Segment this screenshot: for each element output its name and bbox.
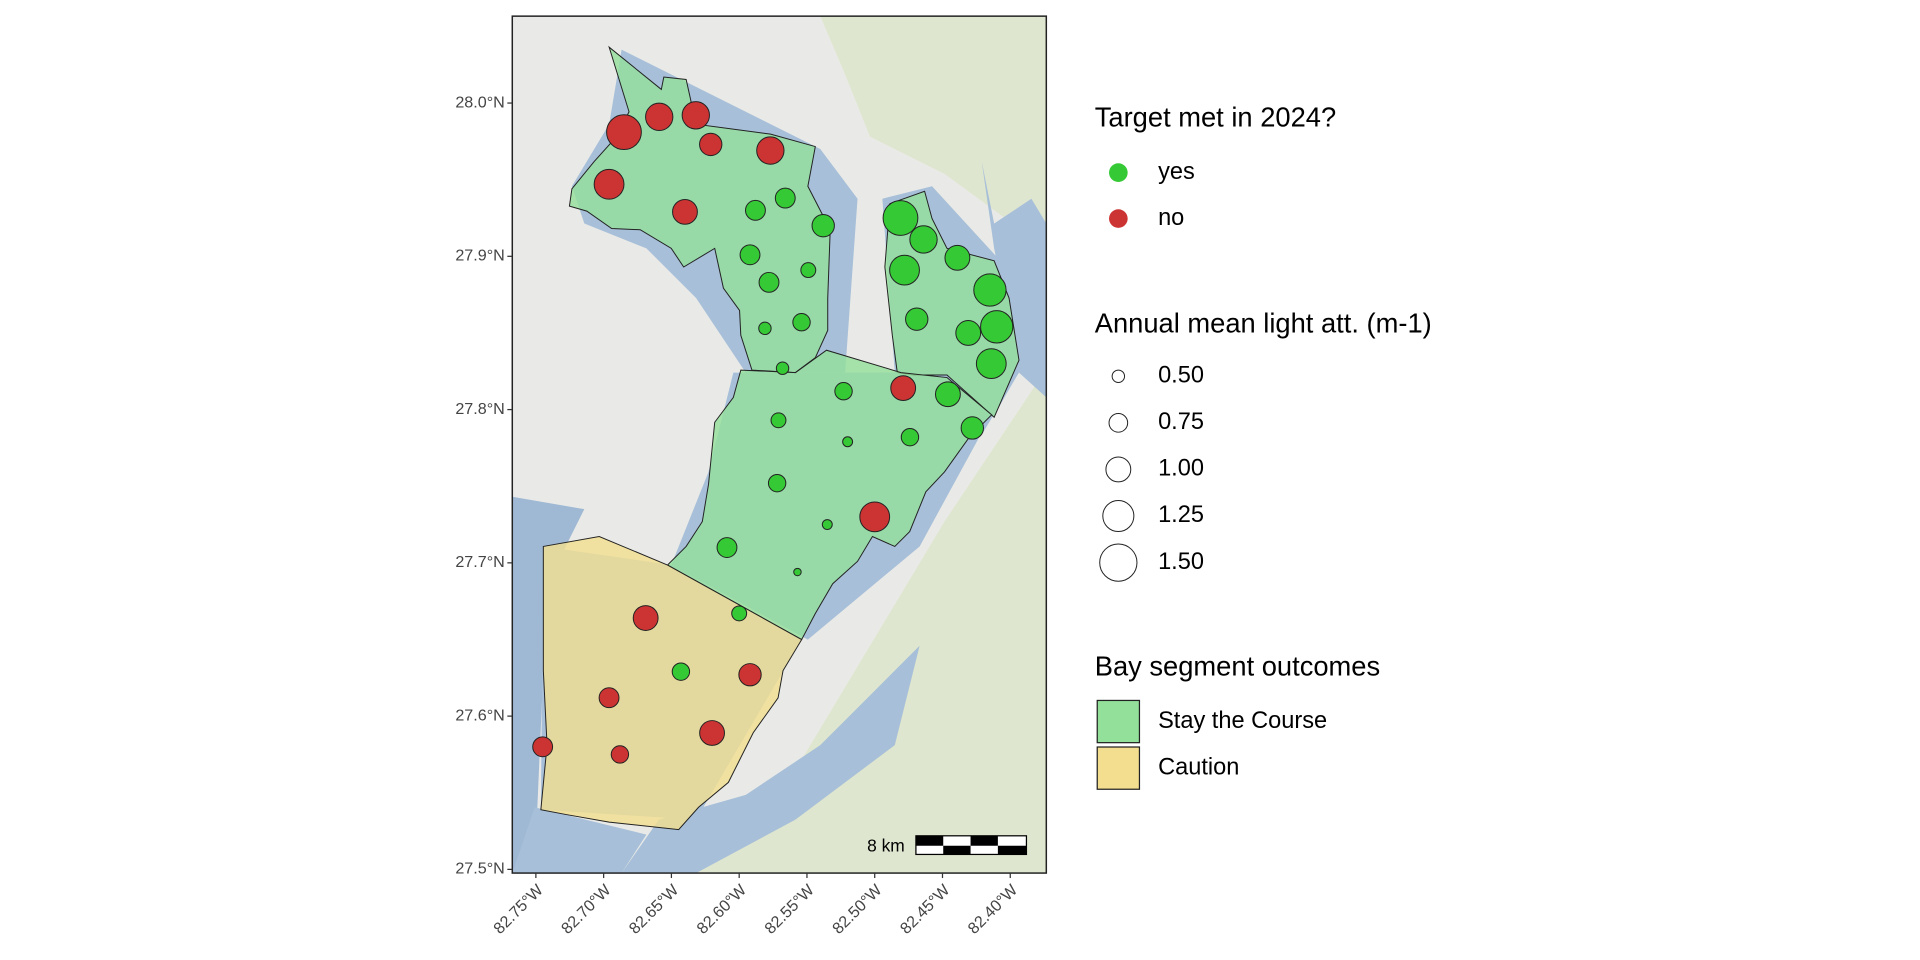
point <box>792 313 811 332</box>
point <box>756 136 785 165</box>
point <box>890 375 917 402</box>
point <box>800 262 817 279</box>
point <box>944 244 971 271</box>
point <box>889 254 920 286</box>
point <box>758 271 780 293</box>
point <box>905 307 929 331</box>
size-legend-circle <box>1099 543 1138 582</box>
point <box>821 519 833 530</box>
point <box>842 436 854 448</box>
size-legend-label: 1.25 <box>1158 501 1204 527</box>
x-tick-label: 82.55°W <box>761 881 818 938</box>
size-legend-circle <box>1105 456 1132 483</box>
size-legend-label: 1.50 <box>1158 548 1204 574</box>
point <box>834 382 853 401</box>
x-tick-label: 82.50°W <box>829 881 886 938</box>
y-tick-label: 27.5°N <box>455 860 504 878</box>
point <box>681 101 710 130</box>
point <box>775 361 790 375</box>
point <box>745 199 766 221</box>
y-tick-label: 27.9°N <box>455 247 504 265</box>
legend-swatch <box>1109 209 1128 228</box>
segment-legend-title: Bay segment outcomes <box>1095 650 1380 681</box>
scale-bar-label: 8 km <box>867 836 905 856</box>
point <box>955 320 982 346</box>
size-legend-circle <box>1108 413 1129 433</box>
point <box>859 501 891 533</box>
point <box>672 198 698 225</box>
size-legend-circle <box>1111 369 1126 384</box>
point <box>973 273 1007 307</box>
x-tick-label: 82.45°W <box>897 881 954 938</box>
points-layer <box>532 101 1014 764</box>
x-tick-label: 82.65°W <box>626 881 683 938</box>
panel-border <box>511 15 1048 874</box>
point <box>598 687 620 709</box>
size-legend-title: Annual mean light att. (m-1) <box>1095 308 1432 339</box>
y-tick-label: 28.0°N <box>455 93 504 111</box>
point <box>739 244 761 266</box>
point <box>934 381 961 408</box>
point <box>671 662 691 681</box>
point <box>909 225 938 254</box>
legend: Target met in 2024? Annual mean light at… <box>1095 101 1432 790</box>
segment-legend-label: Caution <box>1158 753 1239 779</box>
scale-bar: 8 km <box>867 835 1028 856</box>
point <box>767 473 787 493</box>
point <box>758 321 772 336</box>
size-legend-label: 0.75 <box>1158 408 1204 434</box>
point <box>632 605 659 631</box>
y-tick-label: 27.6°N <box>455 706 504 724</box>
segment-legend-swatch <box>1096 746 1141 790</box>
segment-middle-tampa-bay <box>666 349 993 641</box>
point <box>738 663 762 687</box>
size-legend-label: 0.50 <box>1158 362 1204 388</box>
point <box>960 416 984 440</box>
segment-legend-label: Stay the Course <box>1158 707 1327 733</box>
x-tick-label: 82.75°W <box>490 881 547 938</box>
x-tick-label: 82.60°W <box>693 881 750 938</box>
x-tick-label: 82.40°W <box>964 881 1021 938</box>
y-tick-label: 27.7°N <box>455 553 504 571</box>
point <box>593 168 625 200</box>
legend-label: yes <box>1158 158 1195 184</box>
x-tick-label: 82.70°W <box>558 881 615 938</box>
point <box>774 187 796 209</box>
legend-label: no <box>1158 204 1184 230</box>
point <box>770 412 787 429</box>
segment-legend-swatch <box>1096 699 1141 744</box>
legend-swatch <box>1109 163 1128 182</box>
point <box>811 213 835 238</box>
point <box>699 132 723 157</box>
point <box>532 736 554 758</box>
point <box>716 537 738 558</box>
size-legend-label: 1.00 <box>1158 455 1204 481</box>
point <box>610 745 630 764</box>
point <box>731 605 748 622</box>
y-tick-label: 27.8°N <box>455 400 504 418</box>
legend-title: Target met in 2024? <box>1095 101 1336 132</box>
point <box>645 102 674 131</box>
point <box>699 720 725 746</box>
point <box>606 114 642 151</box>
point <box>975 348 1007 380</box>
point <box>793 567 802 577</box>
point <box>980 310 1014 344</box>
point <box>882 200 919 236</box>
size-legend-circle <box>1102 499 1135 533</box>
point <box>900 427 920 447</box>
